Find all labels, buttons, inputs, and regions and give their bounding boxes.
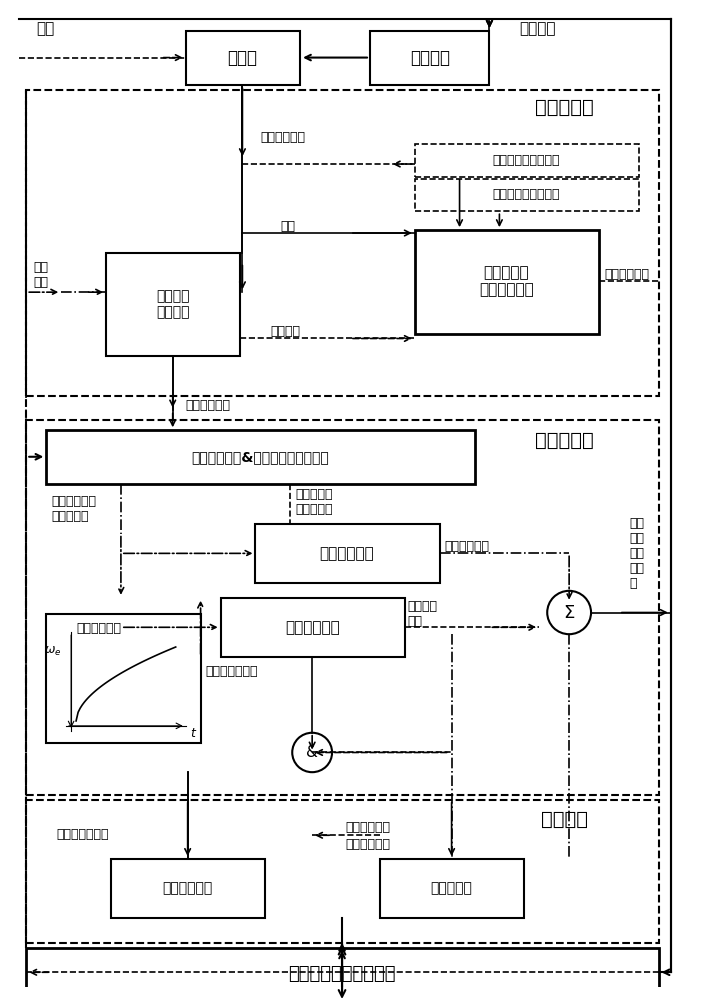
Text: 车速: 车速 <box>36 21 55 36</box>
Text: 驾驶员: 驾驶员 <box>227 49 257 67</box>
Bar <box>221 598 404 657</box>
Bar <box>415 144 639 177</box>
Text: 电机实际转速: 电机实际转速 <box>345 838 390 851</box>
Text: 电机
目标
转矩
决策
值: 电机 目标 转矩 决策 值 <box>629 517 644 590</box>
Text: 能量管理
控制策略: 能量管理 控制策略 <box>156 289 189 319</box>
Text: 动力输出端
转矩估计值: 动力输出端 转矩估计值 <box>295 488 333 516</box>
Text: 油门踏板开度: 油门踏板开度 <box>260 131 306 144</box>
Text: 电机实际转矩: 电机实际转矩 <box>345 821 390 834</box>
Bar <box>106 253 240 356</box>
Text: 车辆
信息: 车辆 信息 <box>34 261 49 289</box>
Text: 模式切换指令: 模式切换指令 <box>186 399 231 412</box>
Text: 电机控制器: 电机控制器 <box>430 881 472 895</box>
Text: 电机起停
转矩: 电机起停 转矩 <box>408 600 437 628</box>
Text: 发动机实际转速: 发动机实际转速 <box>56 828 109 841</box>
Bar <box>27 90 659 396</box>
Bar <box>111 859 266 918</box>
Bar <box>415 230 599 334</box>
Text: 最优曲线查表: 最优曲线查表 <box>76 622 121 635</box>
Text: 工作模式: 工作模式 <box>271 325 300 338</box>
Text: 协调控制层: 协调控制层 <box>535 431 594 450</box>
Text: t: t <box>191 727 196 740</box>
Text: 变速箱输入轴
转矩估计值: 变速箱输入轴 转矩估计值 <box>51 495 96 523</box>
Text: 发动机控制器: 发动机控制器 <box>163 881 213 895</box>
Text: 模型预测控制: 模型预测控制 <box>285 620 339 635</box>
Text: 电机驱动转矩: 电机驱动转矩 <box>604 268 649 281</box>
Text: 发动机参考转速: 发动机参考转速 <box>205 665 258 678</box>
Text: 功率分流混合动力汽车: 功率分流混合动力汽车 <box>288 965 396 983</box>
Bar <box>27 948 659 1000</box>
Bar <box>27 420 659 795</box>
Text: 道路负载: 道路负载 <box>519 21 556 36</box>
Text: 电机转矩、转速限制: 电机转矩、转速限制 <box>493 154 560 167</box>
Bar <box>255 524 440 583</box>
Bar <box>27 800 659 943</box>
Text: 变速箱输入轴&动力输出端转矩估计: 变速箱输入轴&动力输出端转矩估计 <box>191 450 329 464</box>
Bar <box>370 31 489 85</box>
Text: Σ: Σ <box>564 604 575 622</box>
Bar <box>186 31 300 85</box>
Text: 电机补偿转矩: 电机补偿转矩 <box>444 540 489 553</box>
Bar <box>415 179 639 211</box>
Bar <box>46 430 475 484</box>
Text: 车速: 车速 <box>280 220 295 233</box>
Text: 能量管理层: 能量管理层 <box>535 98 594 117</box>
Text: 行驶工况: 行驶工况 <box>409 49 449 67</box>
Text: $\omega_e$: $\omega_e$ <box>43 645 61 658</box>
Text: 动力输出端
需求转矩计算: 动力输出端 需求转矩计算 <box>479 265 533 298</box>
Text: 子控制器: 子控制器 <box>540 810 587 829</box>
Text: &: & <box>306 745 318 760</box>
Bar <box>46 614 200 743</box>
Text: 电池最大充放电功率: 电池最大充放电功率 <box>493 188 560 201</box>
Text: 转矩冲击抑制: 转矩冲击抑制 <box>320 546 374 561</box>
Bar <box>380 859 524 918</box>
